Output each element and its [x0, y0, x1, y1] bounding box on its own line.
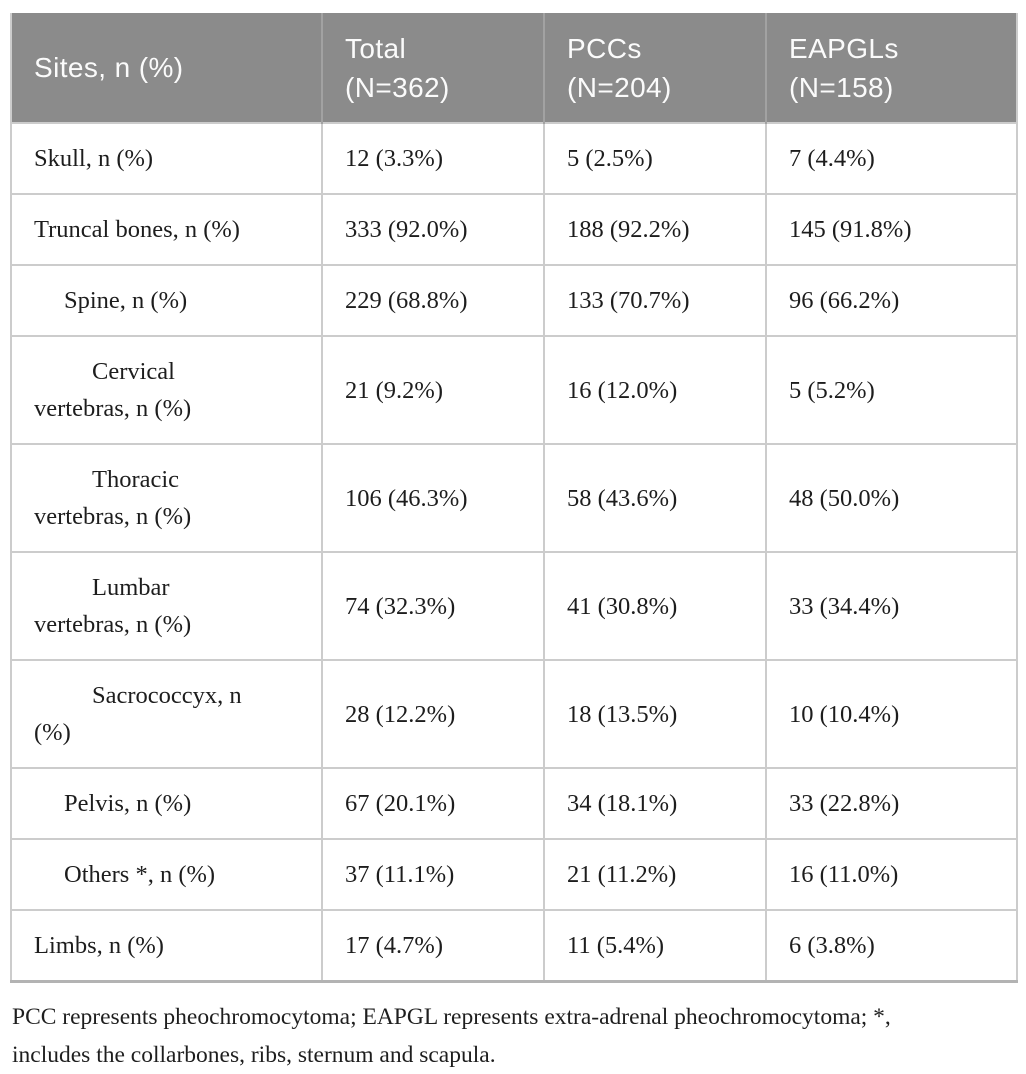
- total-cell: 229 (68.8%): [321, 264, 545, 337]
- site-label: Lumbar: [92, 574, 170, 601]
- site-label: Others *, n (%): [64, 861, 216, 888]
- pccs-cell: 58 (43.6%): [543, 443, 767, 553]
- eapgls-cell: 33 (22.8%): [765, 767, 1018, 840]
- pccs-cell: 34 (18.1%): [543, 767, 767, 840]
- pccs-cell: 11 (5.4%): [543, 909, 767, 983]
- site-cell: Lumbar vertebras, n (%): [10, 551, 323, 661]
- site-cell: Sacrococcyx, n (%): [10, 659, 323, 769]
- pccs-cell: 5 (2.5%): [543, 122, 767, 195]
- table-row-sacrococcyx: Sacrococcyx, n (%) 28 (12.2%) 18 (13.5%)…: [10, 659, 1018, 769]
- column-header-sub: (N=362): [345, 71, 450, 103]
- eapgls-cell: 6 (3.8%): [765, 909, 1018, 983]
- footnote-line: includes the collarbones, ribs, sternum …: [12, 1042, 496, 1068]
- column-header-label: Total: [345, 32, 407, 64]
- total-cell: 12 (3.3%): [321, 122, 545, 195]
- column-header-label: EAPGLs: [789, 32, 899, 64]
- total-cell: 37 (11.1%): [321, 838, 545, 911]
- column-header-total: Total (N=362): [321, 13, 544, 123]
- column-header-eapgls: EAPGLs (N=158): [765, 13, 1017, 123]
- pccs-cell: 21 (11.2%): [543, 838, 767, 911]
- eapgls-cell: 5 (5.2%): [765, 335, 1018, 445]
- site-cell: Skull, n (%): [10, 122, 323, 195]
- table-row-skull: Skull, n (%) 12 (3.3%) 5 (2.5%) 7 (4.4%): [10, 122, 1018, 195]
- total-cell: 106 (46.3%): [321, 443, 545, 553]
- pccs-cell: 188 (92.2%): [543, 193, 767, 266]
- pccs-cell: 133 (70.7%): [543, 264, 767, 337]
- eapgls-cell: 48 (50.0%): [765, 443, 1018, 553]
- site-cell: Thoracic vertebras, n (%): [10, 443, 323, 553]
- total-cell: 21 (9.2%): [321, 335, 545, 445]
- pccs-cell: 16 (12.0%): [543, 335, 767, 445]
- site-label-cont: vertebras, n (%): [34, 503, 192, 530]
- total-cell: 28 (12.2%): [321, 659, 545, 769]
- eapgls-cell: 145 (91.8%): [765, 193, 1018, 266]
- site-label: Skull, n (%): [34, 145, 154, 172]
- site-cell: Pelvis, n (%): [10, 767, 323, 840]
- site-label: Limbs, n (%): [34, 932, 164, 959]
- pccs-cell: 41 (30.8%): [543, 551, 767, 661]
- pccs-cell: 18 (13.5%): [543, 659, 767, 769]
- column-header-sub: (N=158): [789, 71, 894, 103]
- total-cell: 67 (20.1%): [321, 767, 545, 840]
- site-label: Pelvis, n (%): [64, 790, 192, 817]
- table-row-thoracic-vertebras: Thoracic vertebras, n (%) 106 (46.3%) 58…: [10, 443, 1018, 553]
- total-cell: 17 (4.7%): [321, 909, 545, 983]
- column-header-label: Sites, n (%): [34, 52, 184, 83]
- table-row-others: Others *, n (%) 37 (11.1%) 21 (11.2%) 16…: [10, 838, 1018, 911]
- table-row-cervical-vertebras: Cervical vertebras, n (%) 21 (9.2%) 16 (…: [10, 335, 1018, 445]
- site-label-cont: vertebras, n (%): [34, 395, 192, 422]
- site-cell: Spine, n (%): [10, 264, 323, 337]
- site-label: Cervical: [92, 358, 175, 385]
- table-header-row: Sites, n (%) Total (N=362) PCCs (N=204) …: [11, 13, 1017, 123]
- site-cell: Others *, n (%): [10, 838, 323, 911]
- total-cell: 333 (92.0%): [321, 193, 545, 266]
- site-label-cont: vertebras, n (%): [34, 611, 192, 638]
- eapgls-cell: 7 (4.4%): [765, 122, 1018, 195]
- eapgls-cell: 96 (66.2%): [765, 264, 1018, 337]
- bone-metastasis-sites-table: Sites, n (%) Total (N=362) PCCs (N=204) …: [10, 13, 1018, 983]
- site-label: Sacrococcyx, n: [92, 682, 242, 709]
- table-row-truncal-bones: Truncal bones, n (%) 333 (92.0%) 188 (92…: [10, 193, 1018, 266]
- table-row-limbs: Limbs, n (%) 17 (4.7%) 11 (5.4%) 6 (3.8%…: [10, 909, 1018, 983]
- total-cell: 74 (32.3%): [321, 551, 545, 661]
- eapgls-cell: 33 (34.4%): [765, 551, 1018, 661]
- site-label-cont: (%): [34, 719, 71, 746]
- site-cell: Cervical vertebras, n (%): [10, 335, 323, 445]
- site-label: Truncal bones, n (%): [34, 216, 240, 243]
- site-label: Thoracic: [92, 466, 180, 493]
- footnote-line: PCC represents pheochromocytoma; EAPGL r…: [12, 1004, 891, 1030]
- table-row-pelvis: Pelvis, n (%) 67 (20.1%) 34 (18.1%) 33 (…: [10, 767, 1018, 840]
- site-label: Spine, n (%): [64, 287, 188, 314]
- table-footnote: PCC represents pheochromocytoma; EAPGL r…: [12, 998, 1014, 1074]
- site-cell: Truncal bones, n (%): [10, 193, 323, 266]
- column-header-label: PCCs: [567, 32, 642, 64]
- table-row-lumbar-vertebras: Lumbar vertebras, n (%) 74 (32.3%) 41 (3…: [10, 551, 1018, 661]
- eapgls-cell: 10 (10.4%): [765, 659, 1018, 769]
- eapgls-cell: 16 (11.0%): [765, 838, 1018, 911]
- table-row-spine: Spine, n (%) 229 (68.8%) 133 (70.7%) 96 …: [10, 264, 1018, 337]
- site-cell: Limbs, n (%): [10, 909, 323, 983]
- column-header-sites: Sites, n (%): [11, 13, 322, 123]
- column-header-sub: (N=204): [567, 71, 672, 103]
- column-header-pccs: PCCs (N=204): [543, 13, 766, 123]
